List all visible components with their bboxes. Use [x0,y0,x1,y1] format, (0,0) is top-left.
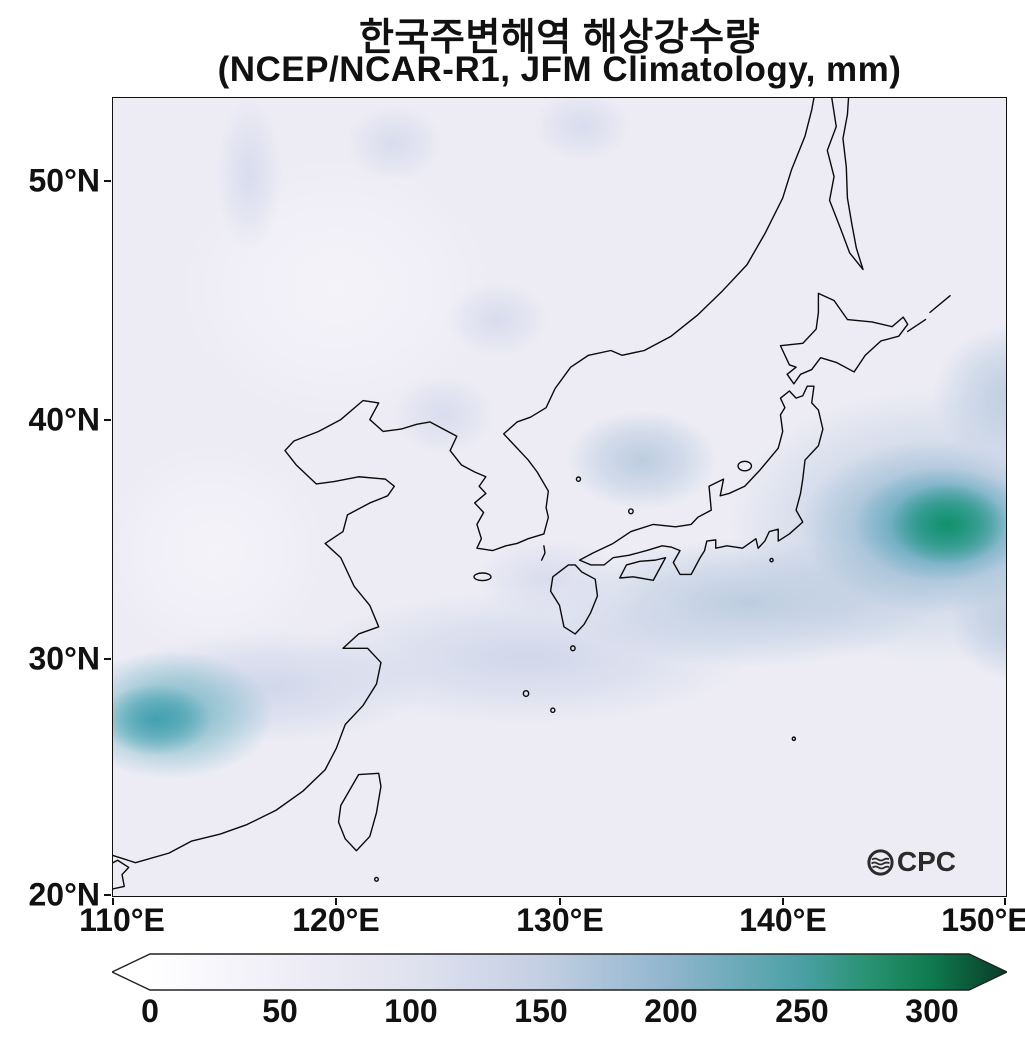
colorbar-tick-250: 250 [775,993,829,1029]
x-tick-label-110e: 110°E [79,902,165,938]
y-tick-label-20n: 20°N [28,876,101,913]
coastline-kyushu [551,565,598,634]
island-ogasawara [792,737,795,740]
coastline-sakhalin [827,98,863,270]
island-jeju [474,573,491,581]
x-axis-tick [559,898,561,905]
x-axis-tick [1004,898,1006,905]
cpc-logo: CPC [867,846,956,878]
colorbar-tick-200: 200 [644,993,698,1029]
figure-title: 한국주변해역 해상강수량 [358,17,761,59]
coastline-china-korea-russia [113,98,814,863]
y-tick-label-50n: 50°N [28,162,101,199]
coastline-honshu [580,386,823,574]
island-yaku [571,646,575,651]
x-axis-tick [782,898,784,905]
cpc-globe-icon [867,848,894,876]
x-axis-tick [112,898,114,905]
coastline-taiwan [339,773,381,850]
x-tick-label-130e: 130°E [516,902,604,938]
colorbar-tick-150: 150 [514,993,568,1029]
island-tsushima [542,546,545,560]
coastline-shikoku [620,558,666,581]
y-axis-tick [104,658,111,660]
island-amami [523,691,528,697]
coastline-hokkaido [780,293,907,384]
coastline-leizhou-hainan [113,860,129,889]
colorbar-canvas [112,953,1007,991]
island-sado [738,461,751,471]
y-axis-tick [104,180,111,182]
cpc-logo-text: CPC [896,846,956,877]
y-tick-label-30n: 30°N [28,640,101,677]
x-tick-label-140e: 140°E [739,902,827,938]
y-axis-tick [104,894,111,896]
coastline-kuril-islands [908,296,950,332]
map-canvas [113,98,1006,896]
island-tokara [551,708,555,712]
map-plot: CPC [112,97,1007,897]
coastlines [113,98,950,889]
island-batan [375,877,379,881]
island-oki [629,509,633,514]
x-axis-tick [335,898,337,905]
y-axis-tick [104,419,111,421]
colorbar [112,953,1007,991]
x-tick-label-150e: 150°E [941,902,1025,938]
island-izu [770,558,773,561]
precipitation-field [113,98,1006,780]
island-ulleung [576,477,580,481]
x-tick-label-120e: 120°E [292,902,380,938]
y-tick-label-40n: 40°N [28,401,101,438]
colorbar-tick-0: 0 [141,993,159,1029]
colorbar-tick-50: 50 [262,993,298,1029]
colorbar-tick-300: 300 [905,993,959,1029]
colorbar-gradient-bar [112,953,1007,991]
colorbar-tick-100: 100 [384,993,438,1029]
figure-subtitle: (NCEP/NCAR-R1, JFM Climatology, mm) [217,50,902,89]
